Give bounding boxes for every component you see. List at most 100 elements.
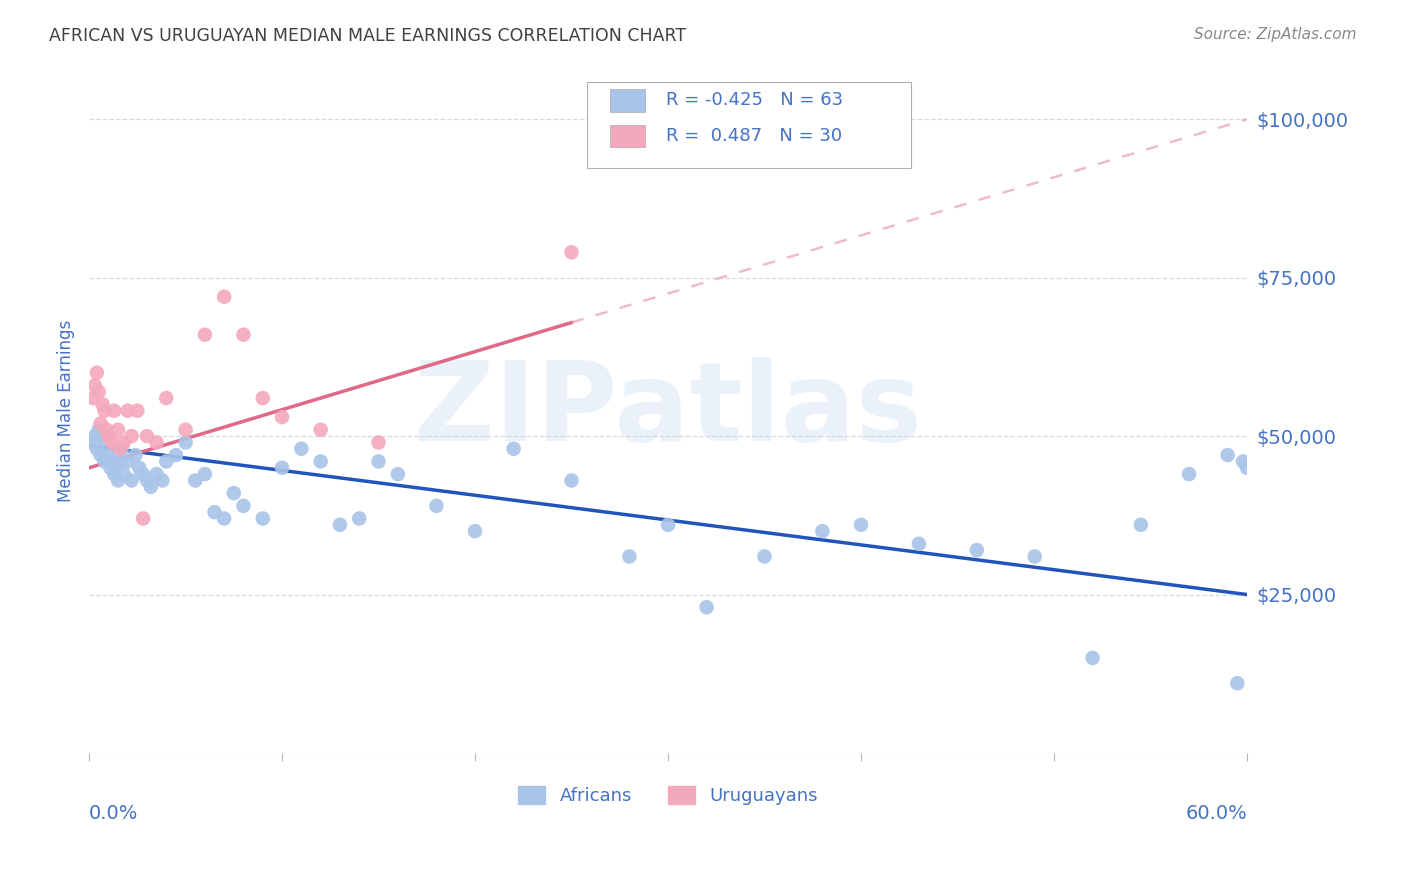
Point (367, 454, 389, 468)
Point (101, 435, 124, 450)
Point (111, 442, 134, 456)
Point (103, 403, 125, 417)
Point (103, 467, 125, 482)
Text: 60.0%: 60.0% (1185, 805, 1247, 823)
Point (271, 410, 294, 425)
Point (117, 403, 139, 417)
Point (560, 474, 582, 488)
Point (502, 442, 524, 456)
Point (87, 423, 110, 437)
Point (121, 474, 143, 488)
Point (93, 454, 115, 468)
Point (112, 467, 135, 482)
Point (619, 549, 641, 564)
Point (139, 480, 162, 494)
Point (1081, 651, 1104, 665)
Text: R =  0.487   N = 30: R = 0.487 N = 30 (665, 127, 842, 145)
Point (91, 429, 114, 443)
Point (97, 448, 120, 462)
Point (252, 391, 274, 405)
Point (329, 517, 352, 532)
Point (124, 448, 146, 462)
Point (96, 435, 118, 450)
Point (107, 474, 129, 488)
Point (309, 423, 332, 437)
Point (425, 499, 447, 513)
Point (174, 435, 197, 450)
Point (117, 454, 139, 468)
Point (105, 460, 128, 475)
Point (82, 391, 104, 405)
Point (128, 460, 150, 475)
Point (966, 543, 988, 558)
Point (908, 537, 931, 551)
Point (96, 423, 118, 437)
Point (387, 467, 409, 482)
Point (145, 467, 167, 482)
FancyBboxPatch shape (610, 89, 645, 112)
Point (145, 435, 167, 450)
FancyBboxPatch shape (610, 125, 645, 147)
Point (90, 448, 112, 462)
Point (108, 454, 131, 468)
Point (194, 327, 217, 342)
Point (1226, 676, 1249, 690)
Point (290, 442, 312, 456)
Point (132, 467, 155, 482)
Point (222, 486, 245, 500)
Point (101, 454, 124, 468)
Text: ZIPatlas: ZIPatlas (415, 357, 922, 464)
Point (155, 454, 177, 468)
Point (152, 474, 174, 488)
FancyBboxPatch shape (586, 82, 911, 168)
Point (194, 467, 217, 482)
Point (1216, 448, 1239, 462)
Point (155, 391, 177, 405)
Point (349, 511, 371, 525)
Point (1178, 467, 1201, 482)
Point (127, 403, 149, 417)
Point (232, 327, 254, 342)
Text: Source: ZipAtlas.com: Source: ZipAtlas.com (1194, 27, 1357, 42)
Point (696, 600, 718, 615)
Point (212, 290, 235, 304)
Legend: Africans, Uruguayans: Africans, Uruguayans (510, 779, 825, 813)
Point (86, 442, 108, 456)
Point (560, 245, 582, 260)
Point (132, 511, 155, 525)
Point (212, 511, 235, 525)
Point (232, 499, 254, 513)
Point (136, 429, 159, 443)
Point (98, 460, 121, 475)
Point (1236, 460, 1258, 475)
Point (811, 524, 834, 538)
Point (121, 429, 143, 443)
Point (1024, 549, 1046, 564)
Point (136, 474, 159, 488)
Point (107, 423, 129, 437)
Point (271, 460, 294, 475)
Point (849, 517, 872, 532)
Point (86, 366, 108, 380)
Point (90, 417, 112, 431)
Point (174, 423, 197, 437)
Point (367, 435, 389, 450)
Text: 0.0%: 0.0% (89, 805, 138, 823)
Point (87, 384, 110, 399)
Point (91, 397, 114, 411)
Point (112, 435, 135, 450)
Point (82, 435, 104, 450)
Point (464, 524, 486, 538)
Point (165, 448, 187, 462)
Point (657, 517, 679, 532)
Point (184, 474, 207, 488)
Point (83, 378, 105, 392)
Y-axis label: Median Male Earnings: Median Male Earnings (58, 319, 75, 502)
Point (83, 429, 105, 443)
Point (309, 454, 332, 468)
Point (97, 429, 120, 443)
Point (754, 549, 776, 564)
Text: AFRICAN VS URUGUAYAN MEDIAN MALE EARNINGS CORRELATION CHART: AFRICAN VS URUGUAYAN MEDIAN MALE EARNING… (49, 27, 686, 45)
Point (204, 505, 226, 519)
Point (252, 511, 274, 525)
